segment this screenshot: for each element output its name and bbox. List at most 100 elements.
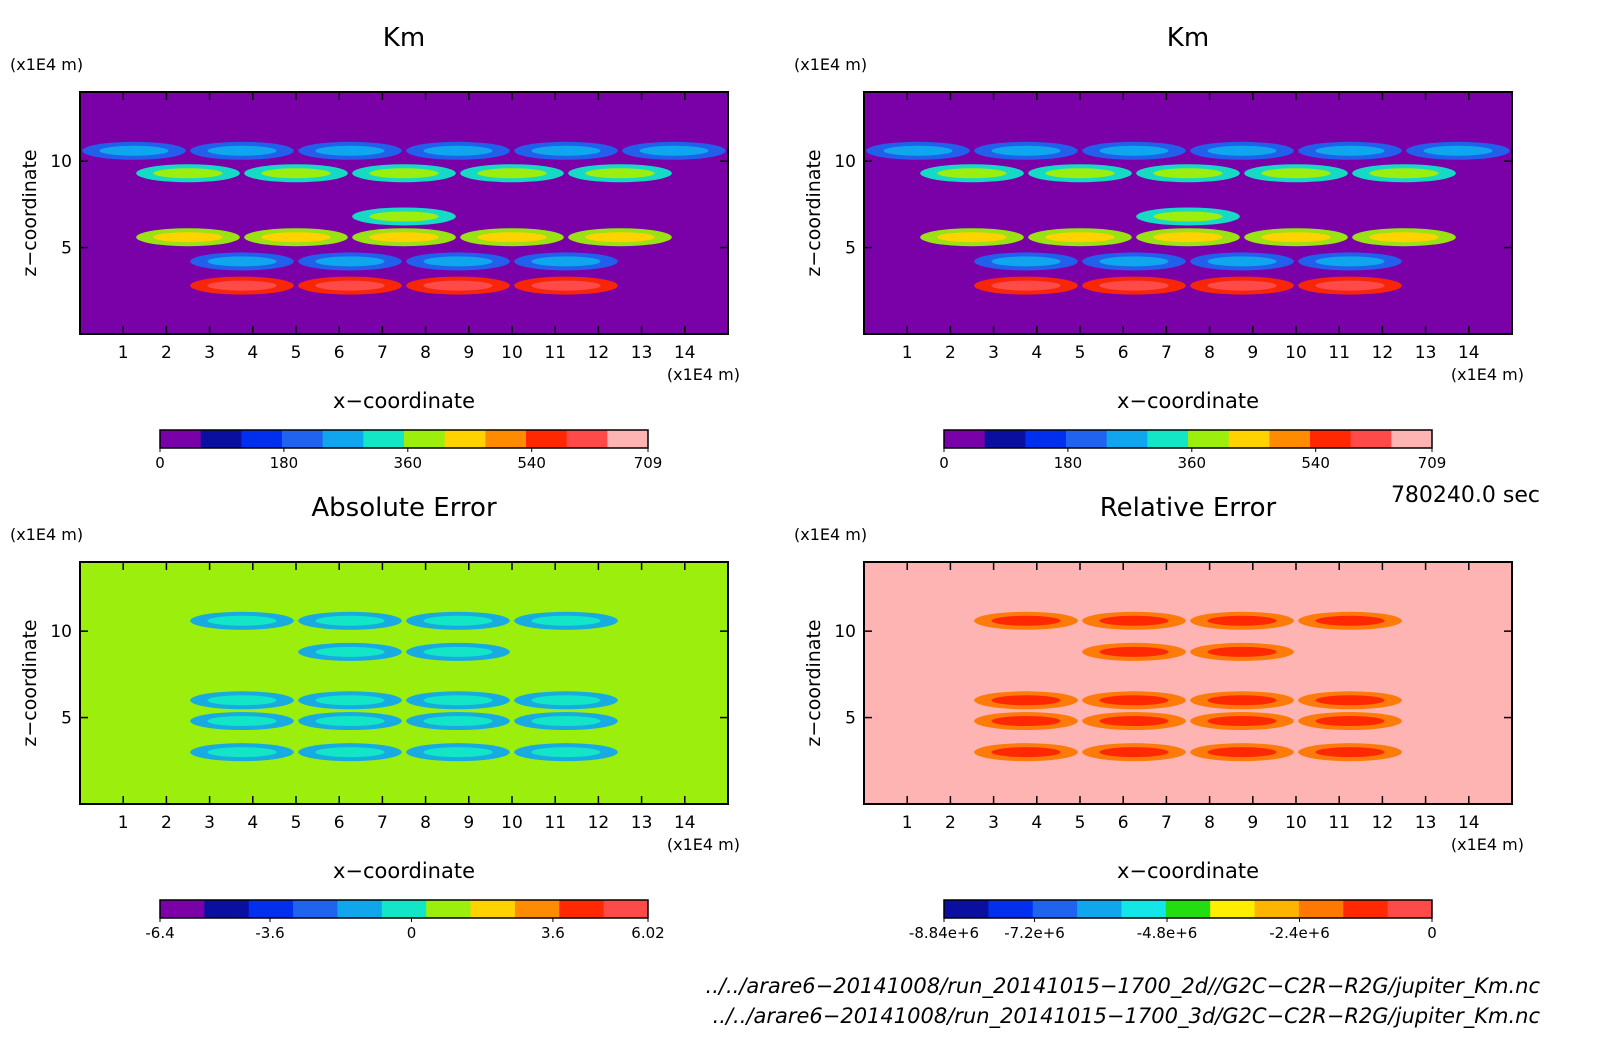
- colorbar-swatch: [200, 430, 242, 448]
- y-tick-label: 5: [845, 709, 856, 729]
- colorbar-tick-label: 3.6: [541, 924, 565, 942]
- contour-core: [1099, 646, 1169, 657]
- x-tick-label: 14: [674, 343, 696, 363]
- x-tick-label: 8: [1204, 813, 1215, 833]
- contour-core: [423, 145, 493, 156]
- x-tick-label: 1: [118, 813, 129, 833]
- contour-core: [423, 256, 493, 267]
- contour-core: [1207, 256, 1277, 267]
- contour-core: [423, 615, 493, 626]
- plot-frame: [79, 91, 729, 335]
- x-tick-label: 3: [988, 813, 999, 833]
- plot-frame: [79, 561, 729, 805]
- contour-core: [1261, 232, 1331, 243]
- x-tick-label: 12: [588, 813, 610, 833]
- contour-core: [531, 256, 601, 267]
- x-tick-label: 6: [334, 813, 345, 833]
- contour-core: [1207, 615, 1277, 626]
- contour-core: [1315, 615, 1385, 626]
- colorbar-swatch: [1391, 430, 1433, 448]
- colorbar-tick-label: -7.2e+6: [1004, 924, 1065, 942]
- x-tick-label: 10: [501, 343, 523, 363]
- contour-core: [423, 280, 493, 291]
- x-tick-label: 4: [1031, 343, 1042, 363]
- x-tick-label: 6: [1118, 343, 1129, 363]
- contour-core: [1099, 747, 1169, 758]
- y-unit-label: (x1E4 m): [10, 55, 83, 74]
- colorbar-swatch: [1254, 900, 1300, 918]
- contour-core: [1153, 168, 1223, 179]
- contour-core: [1207, 747, 1277, 758]
- colorbar-tick-label: 180: [270, 454, 299, 472]
- x-tick-label: 9: [1247, 813, 1258, 833]
- contour-core: [585, 168, 655, 179]
- x-tick-label: 7: [1161, 343, 1172, 363]
- x-tick-label: 9: [1247, 343, 1258, 363]
- colorbar-swatch: [1188, 430, 1230, 448]
- contour-core: [1045, 168, 1115, 179]
- contour-core: [585, 232, 655, 243]
- plot-background: [80, 562, 728, 804]
- contour-core: [261, 232, 331, 243]
- x-tick-label: 10: [501, 813, 523, 833]
- contour-core: [1099, 615, 1169, 626]
- contour-core: [423, 646, 493, 657]
- colorbar-swatch: [566, 430, 608, 448]
- colorbar-swatch: [1032, 900, 1078, 918]
- x-tick-label: 7: [1161, 813, 1172, 833]
- y-unit-label: (x1E4 m): [794, 525, 867, 544]
- x-tick-label: 1: [902, 813, 913, 833]
- colorbar-swatch: [607, 430, 649, 448]
- colorbar-swatch: [1165, 900, 1211, 918]
- x-tick-label: 5: [1075, 813, 1086, 833]
- contour-core: [1153, 232, 1223, 243]
- colorbar-swatch: [1387, 900, 1433, 918]
- contour-core: [207, 695, 277, 706]
- x-tick-label: 6: [1118, 813, 1129, 833]
- colorbar-tick-label: 0: [407, 924, 417, 942]
- colorbar-swatch: [381, 900, 427, 918]
- colorbar-swatch: [1066, 430, 1108, 448]
- contour-core: [1099, 145, 1169, 156]
- chart-title: Km: [383, 23, 425, 53]
- colorbar-swatch: [1269, 430, 1311, 448]
- colorbar-swatch: [603, 900, 649, 918]
- contour-core: [1099, 256, 1169, 267]
- x-tick-label: 3: [204, 813, 215, 833]
- contour-core: [1315, 280, 1385, 291]
- y-axis-label: z−coordinate: [803, 149, 825, 276]
- x-tick-label: 12: [1372, 343, 1394, 363]
- x-unit-label: (x1E4 m): [1451, 365, 1524, 384]
- x-tick-label: 9: [463, 813, 474, 833]
- chart-panel-3: Absolute Error(x1E4 m)1 2 3 4 5 6 7 8 9 10 11 12 13 1…: [10, 493, 740, 942]
- contour-core: [991, 695, 1061, 706]
- colorbar-tick-label: 0: [1427, 924, 1437, 942]
- x-tick-label: 14: [674, 813, 696, 833]
- contour-core: [1315, 145, 1385, 156]
- contour-core: [1099, 695, 1169, 706]
- x-tick-label: 11: [544, 343, 566, 363]
- x-tick-label: 13: [1415, 343, 1437, 363]
- contour-core: [1315, 716, 1385, 727]
- contour-core: [423, 695, 493, 706]
- contour-core: [531, 695, 601, 706]
- contour-core: [1315, 695, 1385, 706]
- colorbar-tick-label: 709: [634, 454, 663, 472]
- contour-core: [991, 615, 1061, 626]
- colorbar-swatch: [485, 430, 527, 448]
- colorbar-swatch: [526, 430, 568, 448]
- x-tick-label: 1: [902, 343, 913, 363]
- x-tick-label: 12: [1372, 813, 1394, 833]
- y-tick-label: 10: [834, 152, 856, 172]
- colorbar-swatch: [1106, 430, 1148, 448]
- contour-core: [937, 232, 1007, 243]
- contour-core: [423, 716, 493, 727]
- x-tick-label: 7: [377, 813, 388, 833]
- x-tick-label: 11: [1328, 813, 1350, 833]
- x-axis-label: x−coordinate: [1117, 859, 1259, 883]
- colorbar-swatch: [1310, 430, 1352, 448]
- colorbar-swatch: [241, 430, 283, 448]
- contour-core: [153, 168, 223, 179]
- x-tick-label: 4: [1031, 813, 1042, 833]
